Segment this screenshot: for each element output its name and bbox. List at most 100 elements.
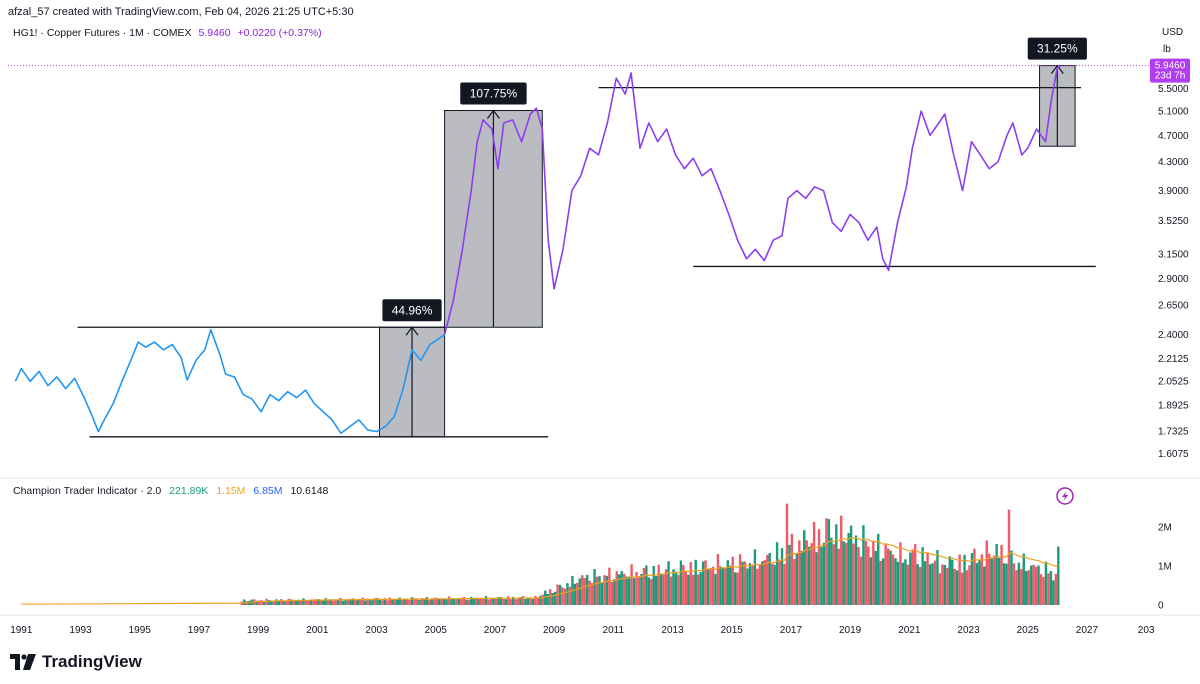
- price-axis-tick-12: 2.0525: [1158, 376, 1189, 387]
- indicator-bar: [943, 564, 947, 605]
- indicator-bar: [292, 599, 295, 605]
- indicator-bar: [852, 543, 855, 605]
- indicator-bar: [822, 542, 826, 605]
- tradingview-brand[interactable]: TradingView: [10, 652, 142, 672]
- indicator-bar: [620, 571, 623, 605]
- indicator-bar: [640, 573, 643, 605]
- indicator-bar: [849, 525, 853, 605]
- indicator-bar: [706, 568, 710, 605]
- indicator-bar: [632, 578, 636, 605]
- indicator-bar: [692, 574, 695, 605]
- indicator-bar: [524, 598, 527, 605]
- indicator-bar: [285, 600, 288, 605]
- indicator-bar: [1032, 564, 1035, 605]
- indicator-bar: [460, 598, 463, 605]
- indicator-bar: [835, 524, 838, 605]
- indicator-bar: [894, 558, 897, 605]
- indicator-bar: [874, 550, 877, 605]
- indicator-bar: [339, 597, 342, 605]
- indicator-bar: [980, 554, 984, 605]
- chart-credit: afzal_57 created with TradingView.com, F…: [8, 6, 354, 18]
- indicator-bar: [1010, 550, 1013, 605]
- time-axis-tick-2009: 2009: [543, 625, 566, 636]
- indicator-bar: [581, 575, 584, 605]
- indicator-bar: [531, 599, 535, 605]
- lightning-event-icon: [1056, 487, 1074, 505]
- indicator-bar: [277, 600, 281, 605]
- indicator-bar: [477, 598, 480, 605]
- currency-label: USD: [1162, 27, 1184, 38]
- current-price-tag-countdown: 23d 7h: [1155, 71, 1186, 82]
- indicator-value-3: 6.85M: [253, 485, 283, 497]
- indicator-bar: [844, 542, 848, 605]
- time-axis-tick-2017: 2017: [780, 625, 803, 636]
- indicator-bar: [785, 503, 789, 605]
- indicator-bar: [842, 541, 845, 605]
- indicator-bar: [724, 567, 727, 605]
- indicator-bar: [583, 578, 586, 605]
- indicator-bar: [509, 599, 512, 605]
- indicator-bar: [287, 598, 290, 605]
- indicator-bar: [304, 600, 308, 605]
- indicator-bar: [435, 597, 438, 605]
- indicator-bar: [862, 525, 865, 605]
- indicator-bar: [368, 600, 372, 605]
- indicator-bar: [682, 564, 685, 605]
- indicator-bar: [1044, 561, 1048, 605]
- indicator-bar: [403, 598, 406, 605]
- time-axis-tick-2011: 2011: [603, 625, 625, 636]
- indicator-bar: [659, 573, 663, 605]
- indicator-bar: [1057, 546, 1060, 605]
- indicator-bar: [260, 600, 263, 605]
- measure-label-box-1: [382, 299, 442, 322]
- indicator-bar: [418, 599, 421, 605]
- indicator-legend[interactable]: Champion Trader Indicator · 2.0 221.89K …: [13, 485, 333, 497]
- indicator-bar: [618, 574, 621, 605]
- indicator-bar: [1020, 568, 1023, 605]
- indicator-bar: [371, 599, 374, 605]
- indicator-bar: [704, 560, 707, 605]
- indicator-bar: [408, 600, 411, 605]
- indicator-bar: [282, 601, 285, 605]
- indicator-bar: [837, 548, 840, 605]
- last-price: 5.9460: [198, 27, 231, 39]
- indicator-bar: [793, 559, 796, 605]
- indicator-bar: [970, 553, 974, 605]
- indicator-bar: [526, 598, 530, 605]
- unit-label[interactable]: lb: [1163, 44, 1171, 55]
- indicator-bar: [605, 575, 609, 605]
- indicator-bar: [378, 599, 382, 605]
- indicator-bar: [1025, 570, 1028, 605]
- symbol-legend[interactable]: HG1! · Copper Futures · 1M · COMEX 5.946…: [13, 27, 326, 39]
- indicator-bar: [356, 599, 359, 605]
- indicator-bar: [914, 543, 917, 605]
- indicator-bar: [733, 572, 737, 605]
- indicator-bar: [294, 600, 298, 605]
- indicator-bar: [807, 546, 811, 605]
- indicator-bar: [830, 537, 833, 605]
- indicator-bar: [726, 560, 729, 605]
- indicator-bar: [324, 598, 327, 605]
- indicator-bar: [262, 601, 266, 605]
- indicator-bar: [990, 557, 993, 605]
- indicator-bar: [613, 579, 616, 605]
- indicator-bar: [716, 554, 720, 605]
- time-axis-tick-1999: 1999: [247, 625, 270, 636]
- indicator-bar: [701, 561, 705, 605]
- indicator-bar: [502, 598, 505, 605]
- indicator-bar: [904, 559, 907, 605]
- indicator-bar: [931, 563, 934, 605]
- indicator-bar: [608, 567, 611, 605]
- indicator-bar: [546, 594, 549, 605]
- indicator-value-2: 1.15M: [216, 485, 246, 497]
- indicator-bar: [840, 515, 843, 605]
- indicator-bar: [1029, 565, 1033, 605]
- indicator-bar: [992, 555, 996, 605]
- indicator-bar: [948, 556, 951, 605]
- indicator-bar: [492, 598, 495, 605]
- indicator-bar: [344, 600, 347, 605]
- indicator-bar: [396, 598, 399, 605]
- indicator-bar: [289, 599, 293, 605]
- indicator-bar: [627, 576, 631, 605]
